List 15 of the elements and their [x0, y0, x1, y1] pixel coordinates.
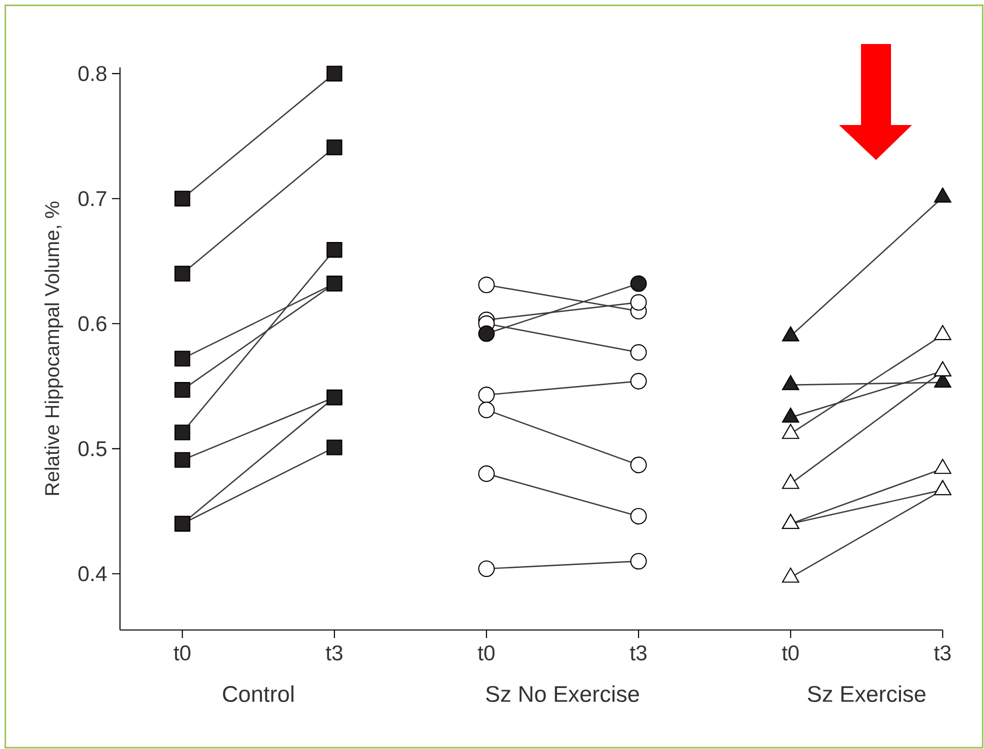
x-tick-label: t0: [478, 645, 495, 660]
text: Sz No Exercise: [486, 685, 639, 702]
x-tick-label: t0: [782, 645, 799, 660]
y-tick-label: 0.4: [78, 566, 107, 582]
y-axis-title: Relative Hippocampal Volume, %: [44, 202, 64, 495]
x-tick-label: t3: [934, 645, 951, 660]
y-tick-label: 0.8: [78, 66, 106, 82]
text: Control: [222, 685, 294, 702]
x-tick-label: t3: [630, 645, 646, 660]
text: Sz Exercise: [808, 685, 926, 702]
y-tick-label: 0.7: [78, 191, 106, 206]
y-tick-label: 0.6: [78, 316, 106, 332]
x-tick-label: t3: [326, 645, 342, 660]
x-tick-label: t0: [174, 645, 190, 660]
y-tick-label: 0.5: [78, 441, 106, 456]
